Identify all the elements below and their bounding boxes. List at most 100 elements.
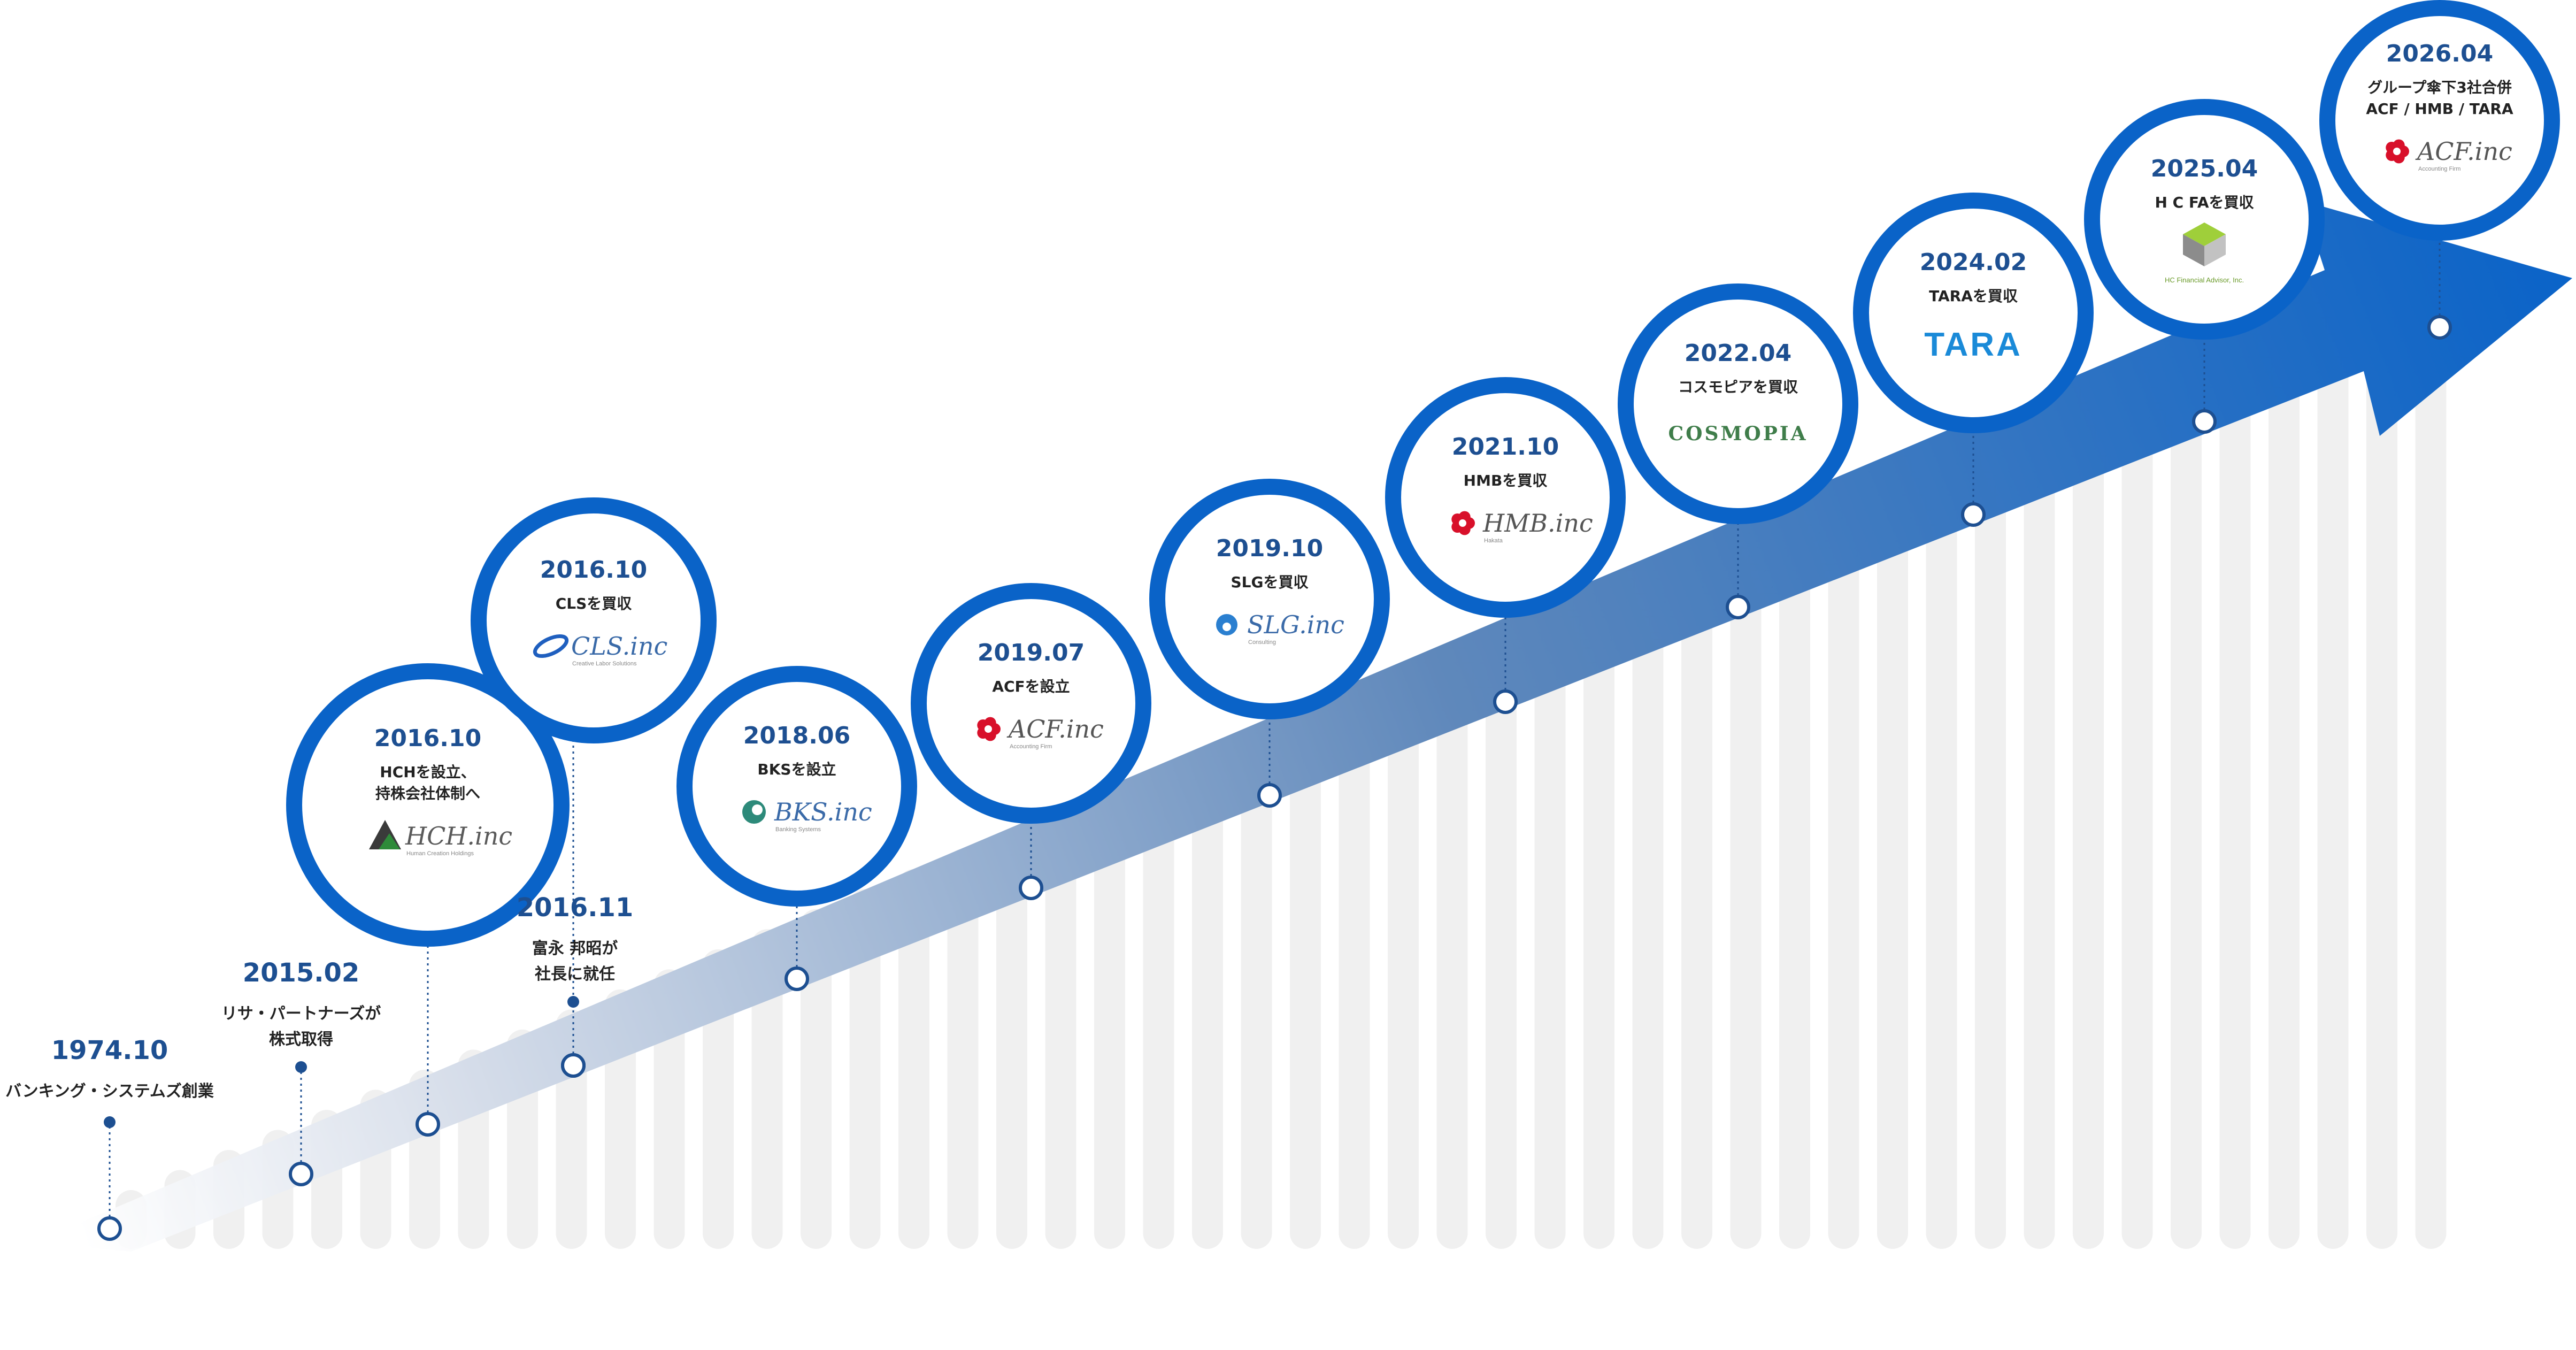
bks-circle-icon (742, 800, 766, 824)
background-bar (898, 869, 929, 1249)
event-description: TARAを買収 (1929, 287, 2018, 305)
background-bar (947, 849, 979, 1249)
background-bar (1730, 528, 1762, 1249)
company-logo-text: HMB.inc (1482, 509, 1593, 538)
event-description: グループ傘下3社合併 (2367, 79, 2512, 96)
event-dot (104, 1116, 116, 1128)
company-logo-text: BKS.inc (774, 797, 872, 826)
event-date: 2021.10 (1452, 433, 1559, 461)
background-bar (1388, 668, 1419, 1249)
event-description: 富永 邦昭が (532, 939, 618, 958)
event-description: バンキング・システムズ創業 (5, 1082, 214, 1101)
tara-logo: TARA (1924, 326, 2023, 363)
hmb-flower-icon (1451, 511, 1475, 535)
background-bar (849, 889, 881, 1249)
background-bar (1436, 648, 1468, 1249)
background-bar (2121, 367, 2153, 1249)
event-date: 2022.04 (1685, 340, 1791, 367)
company-logo-subtitle: Accounting Firm (2418, 166, 2460, 172)
background-bar (1094, 788, 1125, 1249)
company-logo-subtitle: Human Creation Holdings (406, 850, 474, 857)
event-ring (1149, 479, 1390, 719)
timeline-marker (1726, 595, 1750, 619)
timeline-marker (1257, 783, 1282, 808)
event-date: 2025.04 (2151, 155, 2258, 182)
event-description: 持株会社体制へ (375, 785, 480, 802)
company-logo-subtitle: Creative Labor Solutions (572, 661, 637, 667)
event-description: H C FAを買収 (2155, 194, 2254, 211)
event-date: 2016.10 (374, 725, 481, 752)
background-bar (1143, 769, 1174, 1249)
event-description: BKSを設立 (757, 761, 836, 778)
connector-lines (109, 238, 2441, 1217)
event-date: 2026.04 (2386, 40, 2493, 67)
event-description: CLSを買収 (556, 595, 633, 612)
background-bar (2366, 267, 2397, 1249)
event-ring (2319, 0, 2560, 241)
background-bar (2269, 307, 2300, 1249)
acf-flower-icon (977, 717, 1001, 741)
event-ring (471, 497, 717, 743)
hcfa-cube-icon (2183, 223, 2226, 266)
event-label: 1974.10 バンキング・システムズ創業 (5, 1035, 214, 1101)
background-bar (1632, 568, 1664, 1249)
event-badge: 2025.04 H C FAを買収 HC Financial Advisor, In… (2084, 99, 2325, 340)
event-ring (2084, 99, 2325, 340)
company-logo-text: ACF.inc (1006, 715, 1104, 743)
company-logo-text: SLG.inc (1247, 610, 1344, 639)
background-bar (2024, 407, 2055, 1249)
background-bar (2073, 387, 2104, 1249)
company-logo-subtitle: Accounting Firm (1010, 743, 1052, 750)
hcfa-logo-caption: HC Financial Advisor, Inc. (2165, 276, 2244, 284)
timeline-marker (785, 967, 809, 991)
background-bar (1681, 548, 1712, 1249)
background-bar (2219, 327, 2251, 1249)
background-bar (996, 829, 1027, 1249)
event-date: 1974.10 (51, 1035, 168, 1065)
event-description: ACF / HMB / TARA (2366, 100, 2513, 118)
timeline-marker (1019, 876, 1043, 900)
background-bar (1583, 588, 1614, 1249)
event-description: HMBを買収 (1464, 472, 1548, 489)
background-bar (1779, 508, 1810, 1249)
background-bar (1192, 748, 1223, 1249)
acf-flower-icon (2386, 139, 2409, 164)
event-description: ACFを設立 (992, 678, 1070, 695)
background-bar (751, 929, 783, 1249)
event-ring (676, 666, 917, 907)
background-bar (1045, 809, 1076, 1249)
background-bar (1486, 628, 1517, 1249)
event-labels: 1974.10 バンキング・システムズ創業 2015.02 リサ・パートナーズが株式取… (5, 0, 2560, 1101)
event-description: 社長に就任 (535, 965, 615, 984)
background-bar (1534, 608, 1566, 1249)
background-bar (703, 949, 734, 1249)
company-logo-subtitle: Hakata (1484, 538, 1503, 544)
background-bar (2171, 347, 2202, 1249)
event-dot (295, 1061, 307, 1073)
background-bar (1290, 708, 1321, 1249)
timeline-marker (2192, 409, 2217, 434)
background-bar (1975, 427, 2006, 1249)
event-date: 2019.07 (978, 639, 1085, 666)
event-description: HCHを設立、 (380, 763, 475, 781)
hch-leaf-icon (369, 820, 401, 849)
timeline-marker (97, 1216, 122, 1241)
background-bar (1828, 487, 1859, 1249)
cosmopia-logo: COSMOPIA (1668, 423, 1808, 445)
company-logo-text: CLS.inc (571, 632, 667, 661)
slg-drop-icon (1216, 614, 1237, 635)
timeline-marker (2427, 315, 2452, 340)
timeline-marker (416, 1112, 440, 1137)
company-logo-text: HCH.inc (405, 822, 512, 850)
company-logo-text: ACF.inc (2415, 137, 2512, 166)
cls-swirl-icon (533, 634, 569, 658)
event-description: SLGを買収 (1231, 573, 1309, 591)
